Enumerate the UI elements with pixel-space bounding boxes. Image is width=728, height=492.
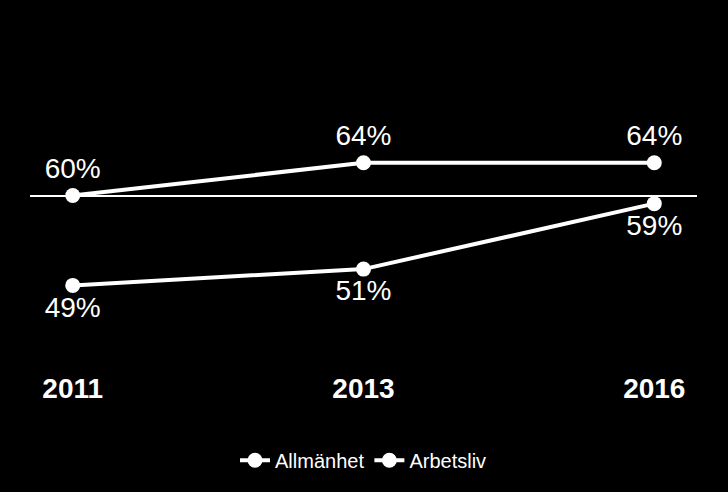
svg-text:49%: 49% [45, 292, 101, 323]
svg-text:51%: 51% [335, 275, 391, 306]
svg-text:Arbetsliv: Arbetsliv [409, 450, 486, 472]
svg-text:64%: 64% [335, 120, 391, 151]
svg-text:60%: 60% [45, 153, 101, 184]
svg-text:2013: 2013 [332, 373, 394, 404]
svg-text:2016: 2016 [623, 373, 685, 404]
svg-text:64%: 64% [626, 120, 682, 151]
svg-text:Allmänhet: Allmänhet [275, 450, 364, 472]
svg-text:2011: 2011 [42, 373, 103, 404]
svg-text:59%: 59% [626, 210, 682, 241]
